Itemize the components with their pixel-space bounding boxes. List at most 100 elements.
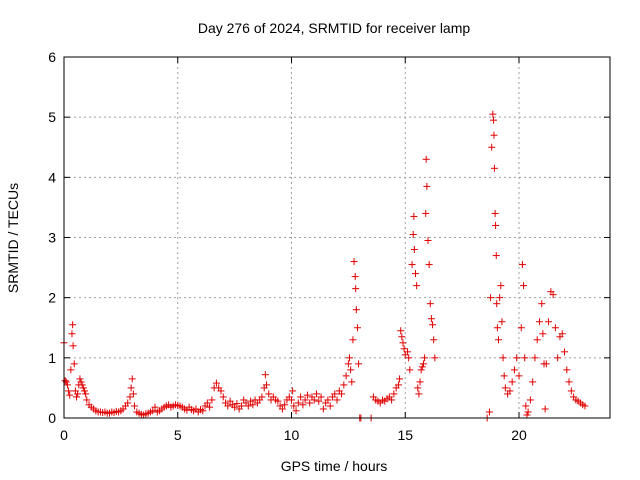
data-point	[203, 399, 211, 407]
data-point	[82, 390, 90, 398]
data-point	[565, 378, 573, 386]
data-point	[149, 407, 157, 415]
data-point	[497, 282, 505, 290]
data-point	[558, 330, 566, 338]
data-point	[524, 408, 532, 416]
data-point	[224, 402, 232, 410]
data-point	[66, 391, 74, 399]
data-point	[80, 387, 88, 395]
plot-frame	[63, 56, 611, 419]
data-point	[422, 209, 430, 217]
data-points	[60, 110, 589, 422]
data-point	[490, 131, 498, 139]
data-point	[326, 402, 334, 410]
data-point	[69, 342, 77, 350]
data-point	[319, 405, 327, 413]
data-point	[217, 387, 225, 395]
x-tick-label: 10	[284, 427, 300, 443]
data-point	[498, 318, 506, 326]
data-point	[127, 384, 135, 392]
data-point	[567, 387, 575, 395]
data-point	[492, 252, 500, 260]
data-point	[501, 384, 509, 392]
data-point	[533, 336, 541, 344]
data-point	[538, 300, 546, 308]
data-point	[349, 336, 357, 344]
data-point	[492, 221, 500, 229]
data-point	[124, 399, 132, 407]
y-tick-label: 5	[48, 109, 56, 125]
data-point	[522, 402, 530, 410]
data-point	[404, 348, 412, 356]
data-point	[521, 354, 529, 362]
data-point	[430, 336, 438, 344]
data-point	[490, 116, 498, 124]
data-point	[410, 246, 418, 254]
data-point	[390, 390, 398, 398]
data-point	[523, 411, 531, 419]
data-point	[79, 384, 87, 392]
data-point	[297, 393, 305, 401]
data-point	[278, 405, 286, 413]
data-point	[399, 339, 407, 347]
data-point	[489, 110, 497, 118]
data-point	[421, 354, 429, 362]
data-point	[299, 401, 307, 409]
x-tick-label: 5	[174, 427, 182, 443]
data-point	[348, 378, 356, 386]
data-point	[244, 402, 252, 410]
data-point	[416, 378, 424, 386]
data-point	[581, 402, 589, 410]
data-point	[303, 391, 311, 399]
data-point	[249, 401, 257, 409]
y-tick-label: 0	[48, 410, 56, 426]
data-point	[520, 282, 528, 290]
x-tick-label: 15	[397, 427, 413, 443]
data-point	[397, 327, 405, 335]
data-point	[424, 237, 432, 245]
data-point	[129, 390, 137, 398]
data-point	[495, 336, 503, 344]
data-point	[549, 291, 557, 299]
data-point	[510, 366, 518, 374]
x-axis-label: GPS time / hours	[281, 458, 388, 474]
data-point	[518, 261, 526, 269]
data-point	[400, 345, 408, 353]
y-tick-label: 6	[48, 49, 56, 65]
data-point	[151, 403, 159, 411]
data-point	[346, 354, 354, 362]
data-point	[281, 401, 289, 409]
data-point	[561, 348, 568, 356]
data-point	[231, 403, 239, 411]
data-point	[563, 366, 571, 374]
data-point	[398, 333, 406, 341]
data-point	[338, 390, 346, 398]
data-point	[352, 306, 360, 314]
data-point	[425, 261, 433, 269]
data-point	[73, 393, 81, 401]
x-tick-label: 20	[511, 427, 527, 443]
data-point	[355, 360, 363, 368]
data-point	[77, 378, 85, 386]
data-point	[292, 407, 300, 415]
data-point	[496, 294, 504, 302]
data-point	[69, 321, 77, 329]
data-point	[413, 282, 421, 290]
data-point	[353, 324, 361, 332]
data-point	[508, 378, 516, 386]
y-tick-label: 4	[48, 169, 56, 185]
data-point	[405, 354, 413, 362]
y-axis-label: SRMTID / TECUs	[5, 183, 21, 293]
data-point	[350, 258, 358, 266]
data-point	[414, 384, 422, 392]
data-point	[396, 375, 404, 383]
data-point	[487, 294, 495, 302]
chart-title: Day 276 of 2024, SRMTID for receiver lam…	[198, 20, 471, 36]
data-point	[247, 397, 255, 405]
y-tick-label: 2	[48, 290, 56, 306]
data-point	[294, 399, 302, 407]
data-point	[500, 372, 508, 380]
data-point	[206, 403, 214, 411]
data-point	[301, 396, 309, 404]
data-point	[485, 408, 493, 416]
